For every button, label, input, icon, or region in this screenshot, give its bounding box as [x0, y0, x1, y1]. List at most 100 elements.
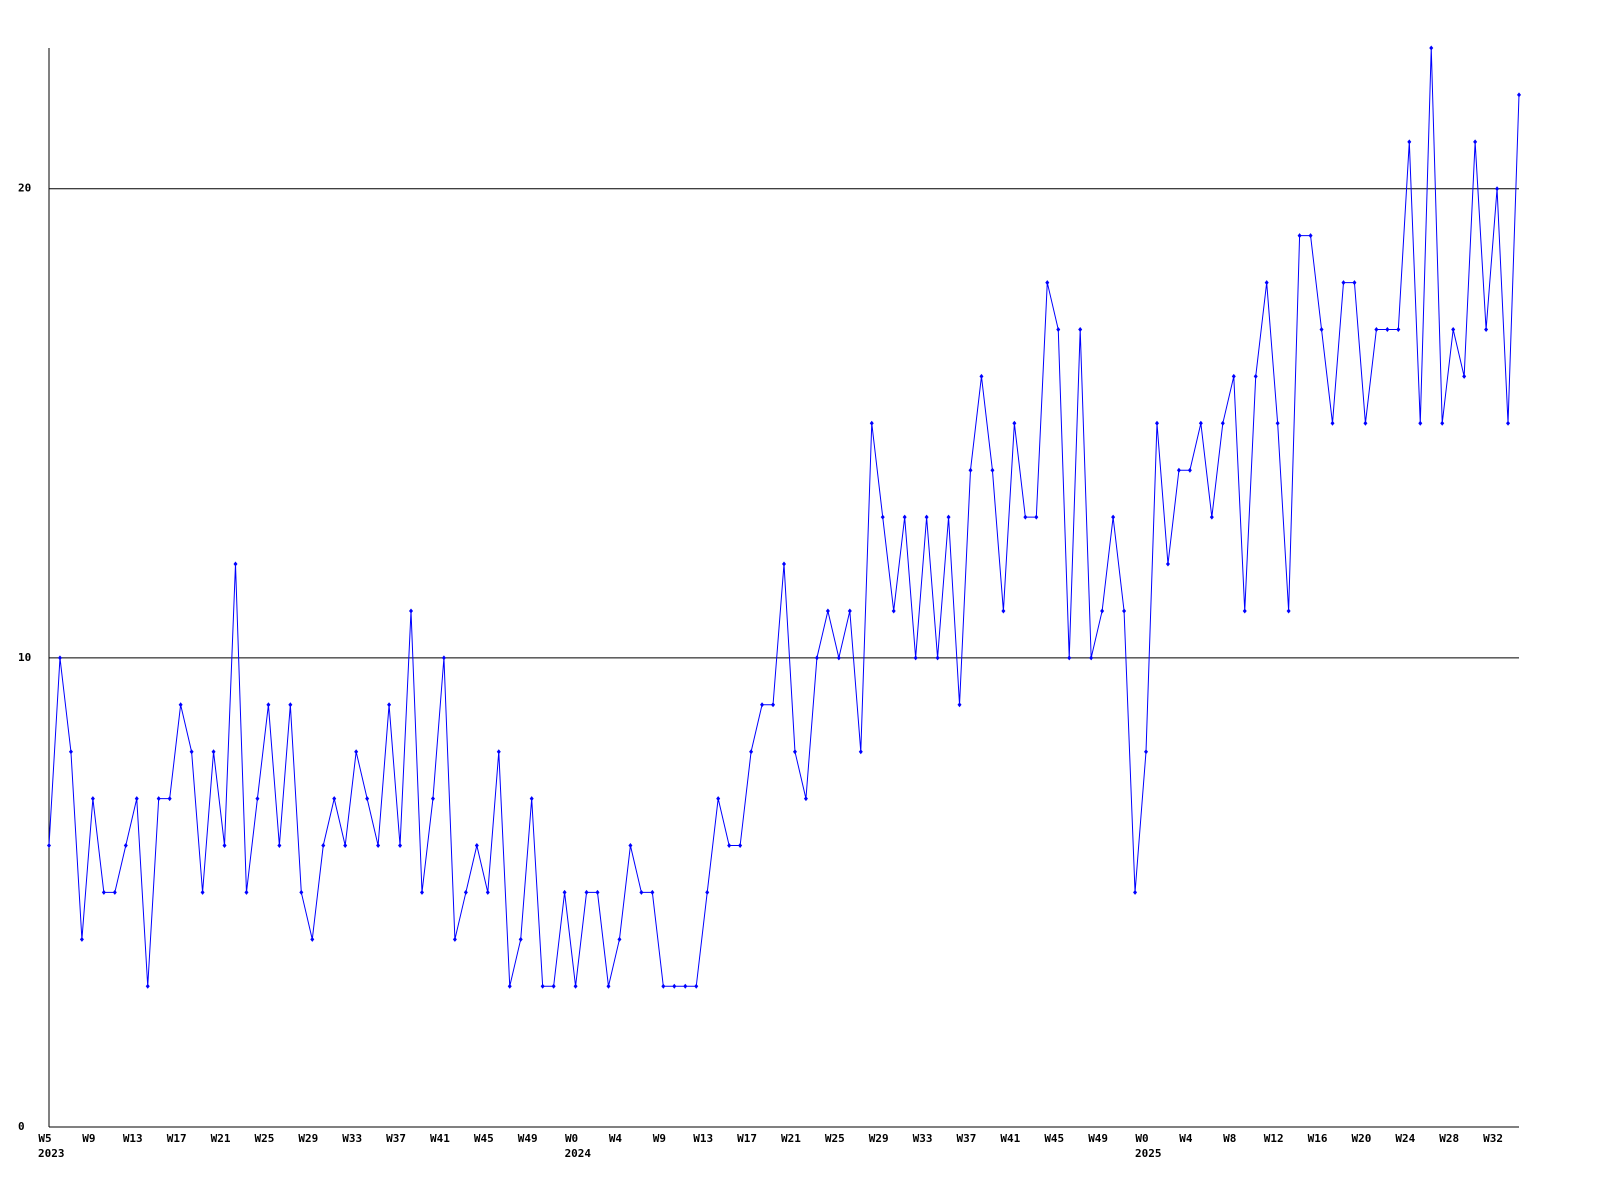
data-point [847, 608, 852, 614]
data-point [1308, 233, 1313, 239]
data-point [222, 843, 227, 849]
data-point [1473, 139, 1478, 145]
data-point [167, 796, 172, 802]
data-point [1407, 139, 1412, 145]
data-point [1176, 467, 1181, 473]
data-point [1286, 608, 1291, 614]
x-tick-label: W25 [825, 1132, 845, 1145]
x-tick-label: W21 [211, 1132, 231, 1145]
x-tick-label: W13 [123, 1132, 143, 1145]
data-point [1264, 280, 1269, 286]
x-year-label: 2024 [565, 1147, 592, 1160]
x-tick-label: W0 [1135, 1132, 1148, 1145]
data-point [782, 561, 786, 567]
data-point [584, 889, 589, 895]
x-tick-label: W45 [474, 1132, 494, 1145]
data-point [858, 749, 863, 755]
data-point [1111, 514, 1116, 520]
data-point [1067, 655, 1072, 661]
data-point [1341, 280, 1346, 286]
data-point [1034, 514, 1039, 520]
data-point [90, 796, 95, 802]
data-point [463, 889, 468, 895]
y-tick-label: 0 [18, 1120, 25, 1133]
data-point [979, 373, 984, 379]
data-point [1495, 186, 1500, 192]
data-point [1100, 608, 1105, 614]
data-point [595, 889, 600, 895]
data-point [529, 796, 534, 802]
data-point [672, 983, 677, 989]
data-point [760, 702, 765, 708]
data-point [1078, 326, 1083, 332]
data-point [1385, 326, 1390, 332]
data-point [1133, 889, 1138, 895]
x-tick-label: W29 [869, 1132, 889, 1145]
data-point [1330, 420, 1335, 426]
x-tick-label: W37 [957, 1132, 977, 1145]
data-point [803, 796, 808, 802]
data-point [1297, 233, 1302, 239]
x-tick-label: W9 [82, 1132, 95, 1145]
data-point [1209, 514, 1214, 520]
data-point [891, 608, 896, 614]
data-point [957, 702, 962, 708]
data-point [441, 655, 446, 661]
data-point [814, 655, 819, 661]
x-tick-label: W41 [430, 1132, 450, 1145]
data-point [101, 889, 106, 895]
data-point [1363, 420, 1368, 426]
data-point [869, 420, 874, 426]
x-tick-label: W21 [781, 1132, 801, 1145]
data-point [1122, 608, 1127, 614]
data-point [1429, 45, 1434, 51]
data-point [1220, 420, 1225, 426]
data-point [233, 561, 238, 567]
x-tick-label: W16 [1308, 1132, 1328, 1145]
x-tick-label: W32 [1483, 1132, 1503, 1145]
data-point [79, 936, 84, 942]
data-point [924, 514, 929, 520]
data-point [716, 796, 721, 802]
data-point [343, 843, 348, 849]
data-point [189, 749, 194, 755]
data-point [277, 843, 282, 849]
data-point [639, 889, 644, 895]
x-tick-label: W4 [609, 1132, 623, 1145]
data-point [606, 983, 611, 989]
data-point [946, 514, 951, 520]
data-point [518, 936, 523, 942]
data-point [1275, 420, 1280, 426]
data-point [47, 843, 51, 849]
data-point [387, 702, 392, 708]
data-point [1517, 92, 1521, 98]
data-point [727, 843, 732, 849]
data-point [825, 608, 830, 614]
data-point [935, 655, 940, 661]
data-point [156, 796, 161, 802]
data-point [1319, 326, 1324, 332]
x-tick-label: W4 [1179, 1132, 1193, 1145]
data-point [738, 843, 743, 849]
data-point [178, 702, 183, 708]
data-point [266, 702, 271, 708]
x-tick-label: W5 [38, 1132, 51, 1145]
data-point [749, 749, 754, 755]
data-point [683, 983, 688, 989]
data-point [1165, 561, 1170, 567]
data-point [705, 889, 710, 895]
x-tick-label: W9 [653, 1132, 666, 1145]
data-point [430, 796, 435, 802]
x-year-label: 2023 [38, 1147, 65, 1160]
data-point [68, 749, 73, 755]
x-tick-label: W49 [518, 1132, 538, 1145]
data-point [540, 983, 545, 989]
data-point [562, 889, 567, 895]
data-point [57, 655, 62, 661]
x-tick-label: W24 [1395, 1132, 1415, 1145]
data-point [1045, 280, 1050, 286]
x-tick-label: W13 [693, 1132, 713, 1145]
data-point [1374, 326, 1379, 332]
data-point [661, 983, 666, 989]
data-point [1144, 749, 1149, 755]
